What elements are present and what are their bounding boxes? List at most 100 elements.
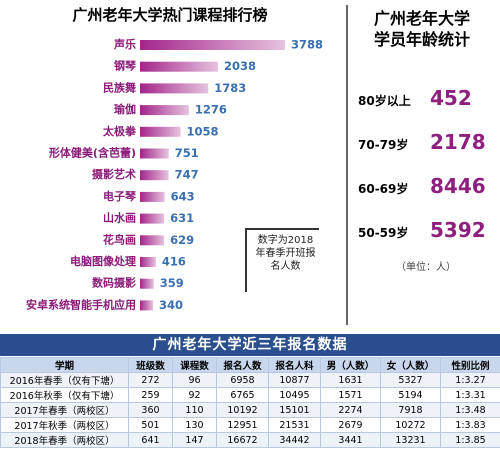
- bar: [140, 257, 156, 267]
- table-cell: 259: [128, 387, 173, 403]
- table-cell: 1:3.85: [440, 432, 500, 448]
- value-label: 1783: [214, 81, 246, 95]
- category-label: 形体健美(含芭蕾): [49, 146, 136, 160]
- header-cell: 性别比例: [440, 357, 500, 373]
- value-label: 416: [162, 255, 186, 269]
- age-row: 60-69岁 8446: [358, 174, 498, 200]
- table-cell: 15101: [268, 402, 321, 418]
- bar: [140, 213, 165, 224]
- bar: [140, 61, 219, 72]
- table-cell: 21531: [268, 417, 321, 433]
- table-cell: 1:3.48: [440, 402, 500, 418]
- category-label: 摄影艺术: [92, 167, 136, 181]
- category-label: 电子琴: [103, 189, 136, 203]
- table-row: 2017年春季（两校区） 360 110 10192 15101 2274 7918 1:3.…: [0, 402, 500, 418]
- value-label: 359: [160, 276, 184, 290]
- age-label: 60-69岁: [358, 182, 409, 196]
- bar: [140, 300, 154, 311]
- age-value: 5392: [430, 218, 486, 242]
- age-row: 80岁以上 452: [358, 86, 498, 112]
- table-cell: 96: [172, 372, 217, 388]
- table-cell: 6958: [216, 372, 269, 388]
- value-label: 3788: [291, 38, 323, 52]
- age-label: 50-59岁: [358, 226, 409, 240]
- bar: [140, 278, 154, 289]
- value-label: 747: [175, 168, 199, 182]
- table-cell: 34442: [268, 432, 321, 448]
- age-value: 452: [430, 86, 472, 110]
- value-label: 643: [171, 189, 195, 203]
- table-cell: 2016年春季（仅有下塘）: [0, 372, 129, 388]
- table-row: 2017年秋季（两校区） 501 130 12951 21531 2679 10272 1:3…: [0, 417, 500, 433]
- age-title: 广州老年大学学员年龄统计: [373, 9, 470, 49]
- age-value: 2178: [430, 130, 486, 154]
- table-cell: 5327: [380, 372, 441, 388]
- table-cell: 2018年春季（两校区）: [0, 432, 129, 448]
- chart-title: 广州老年大学热门课程排行榜: [72, 6, 267, 24]
- table-cell: 12951: [216, 417, 269, 433]
- header-cell: 报名人科: [268, 357, 321, 373]
- table-cell: 641: [128, 432, 173, 448]
- value-label: 751: [175, 146, 199, 160]
- value-label: 2038: [224, 59, 256, 73]
- bar: [140, 40, 285, 50]
- table-cell: 2679: [320, 417, 381, 433]
- category-label: 瑜伽: [114, 102, 136, 116]
- header-cell: 女（人数）: [380, 357, 441, 373]
- table-cell: 2017年秋季（两校区）: [0, 417, 129, 433]
- age-label: 80岁以上: [358, 94, 411, 108]
- bar: [140, 83, 209, 94]
- header-cell: 学期: [0, 357, 129, 373]
- table-cell: 110: [172, 402, 217, 418]
- value-label: 629: [170, 233, 194, 247]
- header-row: 学期 班级数 课程数 报名人数 报名人科 男（人数） 女（人数） 性别比例: [0, 357, 500, 373]
- table-cell: 501: [128, 417, 173, 433]
- table-row: 2016年春季（仅有下塘） 272 96 6958 10877 1631 5327 1:3.2…: [0, 372, 500, 388]
- bar: [140, 170, 169, 181]
- value-label: 1276: [195, 103, 227, 117]
- category-label: 民族舞: [103, 80, 136, 94]
- table-cell: 1:3.27: [440, 372, 500, 388]
- category-label: 安卓系统智能手机应用: [26, 297, 136, 311]
- bar: [140, 235, 165, 246]
- table-cell: 10272: [380, 417, 441, 433]
- table-cell: 1571: [320, 387, 381, 403]
- table-cell: 7918: [380, 402, 441, 418]
- table-cell: 360: [128, 402, 173, 418]
- value-label: 1058: [186, 124, 218, 138]
- header-cell: 课程数: [172, 357, 217, 373]
- table-row: 2018年春季（两校区） 641 147 16672 34442 3441 13231 1:3…: [0, 432, 500, 448]
- table-cell: 2017年春季（两校区）: [0, 402, 129, 418]
- age-row: 70-79岁 2178: [358, 130, 498, 156]
- header-cell: 报名人数: [216, 357, 269, 373]
- table-cell: 6765: [216, 387, 269, 403]
- note: 数字为2018年春季开班报名人数: [245, 228, 319, 292]
- table-cell: 5194: [380, 387, 441, 403]
- category-label: 山水画: [103, 211, 136, 225]
- bar: [140, 105, 189, 116]
- header-cell: 班级数: [128, 357, 173, 373]
- table-cell: 130: [172, 417, 217, 433]
- table-cell: 16672: [216, 432, 269, 448]
- table-cell: 1631: [320, 372, 381, 388]
- table-cell: 147: [172, 432, 217, 448]
- age-unit: （单位：人）: [396, 262, 456, 273]
- table-cell: 13231: [380, 432, 441, 448]
- age-label: 70-79岁: [358, 138, 409, 152]
- table-title: 广州老年大学近三年报名数据: [0, 334, 500, 356]
- value-label: 340: [159, 298, 183, 312]
- bar: [140, 126, 181, 137]
- bar: [140, 191, 165, 202]
- table-cell: 10495: [268, 387, 321, 403]
- table-row: 2016年秋季（仅有下塘） 259 92 6765 10495 1571 5194 1:3.3…: [0, 387, 500, 403]
- table-cell: 1:3.31: [440, 387, 500, 403]
- table-cell: 10192: [216, 402, 269, 418]
- data-table: 学期 班级数 课程数 报名人数 报名人科 男（人数） 女（人数） 性别比例 2016年春季（仅有…: [0, 357, 500, 448]
- bar: [140, 148, 169, 159]
- table-cell: 3441: [320, 432, 381, 448]
- value-label: 631: [170, 211, 194, 225]
- table-cell: 1:3.83: [440, 417, 500, 433]
- category-label: 数码摄影: [92, 276, 136, 290]
- category-label: 花鸟画: [103, 232, 136, 246]
